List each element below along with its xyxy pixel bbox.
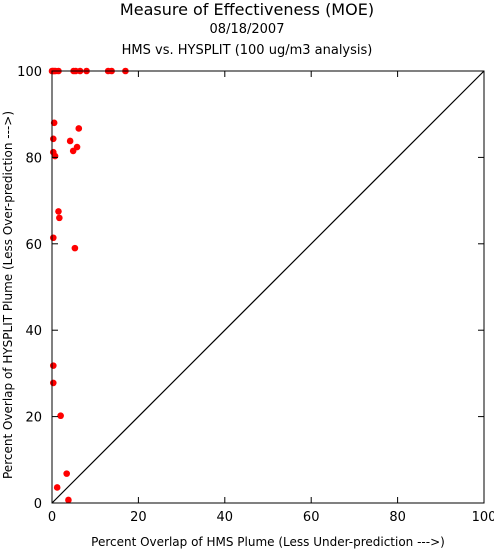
data-point bbox=[49, 135, 57, 143]
data-point bbox=[49, 362, 57, 369]
y-tick-label: 20 bbox=[25, 411, 42, 426]
data-point bbox=[49, 379, 57, 387]
data-point bbox=[53, 484, 61, 491]
y-axis-label: Percent Overlap of HYSPLIT Plume (Less O… bbox=[1, 111, 15, 479]
x-axis-label: Percent Overlap of HMS Plume (Less Under… bbox=[91, 535, 445, 549]
y-tick-label: 60 bbox=[25, 238, 42, 253]
x-tick-label: 20 bbox=[130, 510, 147, 525]
data-point bbox=[63, 470, 70, 477]
chart-subtitle: HMS vs. HYSPLIT (100 ug/m3 analysis) bbox=[121, 43, 373, 58]
data-point bbox=[57, 412, 64, 420]
y-tick-label: 100 bbox=[17, 65, 42, 80]
axis-ticks: 0 20 40 60 80 100 0 20 40 60 80 100 bbox=[17, 65, 494, 525]
y-tick-label: 80 bbox=[25, 151, 42, 166]
chart-date: 08/18/2007 bbox=[209, 22, 285, 37]
data-point bbox=[75, 125, 83, 132]
plot-frame bbox=[51, 70, 485, 504]
chart-title: Measure of Effectiveness (MOE) bbox=[119, 0, 375, 19]
data-point bbox=[56, 214, 63, 222]
y-tick-label: 0 bbox=[34, 497, 42, 512]
data-point bbox=[69, 147, 77, 155]
y-tick-label: 40 bbox=[25, 324, 42, 339]
data-point bbox=[51, 152, 59, 160]
reference-line-y-equals-x bbox=[51, 70, 485, 504]
data-point bbox=[55, 208, 62, 215]
data-point bbox=[71, 244, 79, 252]
x-tick-label: 40 bbox=[217, 510, 234, 525]
data-point bbox=[65, 496, 72, 504]
x-tick-label: 60 bbox=[303, 510, 320, 525]
x-tick-label: 100 bbox=[472, 510, 494, 525]
x-tick-label: 80 bbox=[389, 510, 406, 525]
x-tick-label: 0 bbox=[48, 510, 56, 525]
data-point bbox=[49, 234, 57, 242]
data-point bbox=[66, 137, 74, 145]
data-point bbox=[50, 119, 58, 127]
